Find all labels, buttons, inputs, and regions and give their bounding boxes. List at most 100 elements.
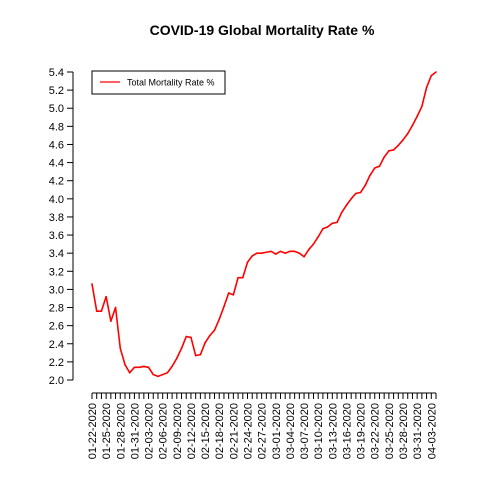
y-tick-label: 3.2 bbox=[49, 266, 64, 278]
data-point bbox=[176, 357, 178, 360]
data-point bbox=[425, 86, 428, 89]
legend-label: Total Mortality Rate % bbox=[127, 78, 215, 88]
y-tick-label: 2.6 bbox=[49, 321, 64, 333]
data-point bbox=[114, 306, 117, 309]
data-point bbox=[378, 165, 381, 168]
y-tick-label: 5.0 bbox=[49, 103, 64, 115]
data-point bbox=[152, 373, 155, 376]
data-point bbox=[105, 295, 107, 298]
data-point bbox=[435, 71, 437, 73]
data-point bbox=[161, 373, 164, 376]
data-point bbox=[402, 139, 404, 141]
x-tick-label: 02-27-2020 bbox=[257, 403, 269, 459]
chart-title: COVID-19 Global Mortality Rate % bbox=[150, 22, 375, 38]
data-point bbox=[119, 347, 122, 350]
data-point bbox=[284, 252, 287, 254]
x-tick-label: 02-12-2020 bbox=[186, 403, 198, 459]
data-point bbox=[289, 250, 291, 253]
data-point bbox=[95, 310, 98, 312]
x-tick-label: 02-09-2020 bbox=[172, 403, 184, 459]
x-tick-label: 04-03-2020 bbox=[426, 403, 438, 459]
data-point bbox=[147, 366, 150, 369]
data-point bbox=[416, 115, 418, 118]
y-tick-label: 5.4 bbox=[49, 67, 64, 79]
data-point bbox=[256, 252, 258, 254]
data-point bbox=[421, 105, 423, 108]
x-tick-label: 01-25-2020 bbox=[101, 403, 113, 459]
data-point bbox=[355, 192, 357, 195]
data-point bbox=[373, 167, 376, 169]
data-point bbox=[251, 255, 254, 257]
data-point bbox=[166, 371, 169, 374]
x-tick-label: 02-15-2020 bbox=[200, 403, 212, 459]
x-tick-label: 02-06-2020 bbox=[158, 403, 170, 459]
y-tick-label: 2.2 bbox=[49, 357, 64, 369]
data-point bbox=[138, 366, 140, 369]
x-tick-label: 02-18-2020 bbox=[214, 403, 226, 459]
data-point bbox=[157, 375, 159, 378]
data-point bbox=[209, 334, 211, 337]
legend-box bbox=[91, 70, 226, 95]
y-tick-label: 3.8 bbox=[49, 212, 64, 224]
y-tick-label: 3.0 bbox=[49, 284, 64, 296]
data-point bbox=[274, 253, 277, 255]
y-tick-label: 4.8 bbox=[49, 121, 64, 133]
x-tick-label: 03-04-2020 bbox=[285, 403, 297, 459]
x-tick-label: 03-07-2020 bbox=[299, 403, 311, 459]
data-point bbox=[279, 250, 282, 253]
data-point bbox=[218, 318, 221, 321]
data-point bbox=[91, 283, 93, 285]
y-tick-label: 4.4 bbox=[49, 158, 64, 170]
series-layer bbox=[91, 71, 437, 378]
data-point bbox=[364, 184, 367, 187]
x-tick-label: 01-28-2020 bbox=[115, 403, 127, 459]
data-point bbox=[124, 363, 126, 366]
y-tick-label: 2.0 bbox=[49, 375, 64, 387]
data-point bbox=[143, 365, 145, 368]
legend: Total Mortality Rate % bbox=[91, 70, 226, 95]
data-point bbox=[237, 276, 239, 279]
data-point bbox=[307, 248, 310, 251]
data-point bbox=[411, 124, 414, 127]
data-point bbox=[241, 276, 244, 279]
data-point bbox=[312, 243, 315, 245]
data-point bbox=[336, 221, 338, 224]
data-point bbox=[350, 198, 352, 200]
data-point bbox=[128, 371, 131, 374]
x-tick-label: 03-13-2020 bbox=[327, 403, 339, 459]
data-point bbox=[265, 251, 268, 254]
data-point bbox=[317, 236, 319, 238]
data-point bbox=[369, 174, 371, 177]
x-tick-label: 03-28-2020 bbox=[398, 403, 410, 459]
data-point bbox=[388, 150, 390, 152]
data-point bbox=[190, 336, 192, 339]
data-point bbox=[100, 310, 103, 312]
data-point bbox=[194, 354, 197, 357]
x-tick-label: 02-21-2020 bbox=[228, 403, 240, 459]
data-point bbox=[293, 250, 296, 253]
data-point bbox=[430, 74, 433, 77]
x-tick-label: 03-01-2020 bbox=[271, 403, 283, 459]
data-point bbox=[223, 305, 225, 308]
data-point bbox=[185, 335, 188, 338]
x-tick-label: 03-10-2020 bbox=[313, 403, 325, 459]
series-line-total-mortality-rate bbox=[91, 71, 437, 378]
data-point bbox=[270, 250, 272, 253]
data-point bbox=[227, 292, 230, 294]
data-point bbox=[303, 255, 305, 258]
data-point bbox=[199, 353, 202, 356]
data-point bbox=[359, 191, 362, 194]
y-tick-label: 2.4 bbox=[49, 339, 64, 351]
data-point bbox=[260, 252, 263, 254]
data-point bbox=[392, 149, 395, 151]
y-tick-label: 4.6 bbox=[49, 139, 64, 151]
data-point bbox=[326, 226, 329, 228]
x-tick-label: 01-22-2020 bbox=[87, 403, 99, 459]
y-tick-label: 3.6 bbox=[49, 230, 64, 242]
x-tick-label: 01-31-2020 bbox=[129, 403, 141, 459]
data-point bbox=[345, 204, 348, 206]
data-point bbox=[397, 144, 400, 147]
y-tick-label: 4.0 bbox=[49, 194, 64, 206]
x-tick-label: 03-22-2020 bbox=[370, 403, 382, 459]
